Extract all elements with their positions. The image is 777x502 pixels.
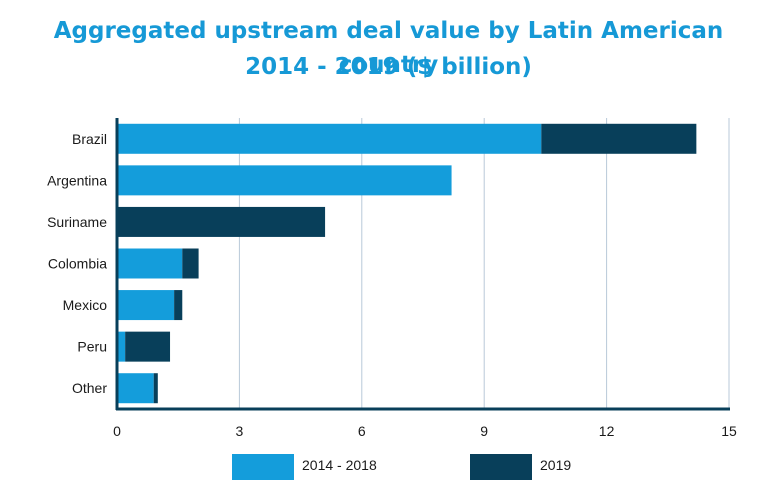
x-tick-label-0: 0	[113, 423, 121, 439]
category-label-mexico: Mexico	[63, 297, 108, 313]
category-label-peru: Peru	[77, 339, 107, 355]
chart-title: Aggregated upstream deal value by Latin …	[53, 18, 724, 78]
category-label-suriname: Suriname	[47, 214, 107, 230]
bar-colombia-2019	[182, 248, 199, 279]
category-label-colombia: Colombia	[48, 256, 107, 272]
category-label-other: Other	[72, 380, 107, 396]
x-tick-label-12: 12	[599, 423, 615, 439]
bar-mexico-2014-2018	[117, 290, 175, 321]
legend-swatch-2014-2018	[232, 454, 294, 480]
bar-argentina-2014-2018	[117, 165, 452, 196]
bar-suriname-2019	[117, 206, 326, 237]
chart-subtitle: 2014 - 2019 ($ billion)	[245, 54, 532, 80]
x-tick-label-6: 6	[358, 423, 366, 439]
x-tick-label-3: 3	[236, 423, 244, 439]
legend-label-2014-2018: 2014 - 2018	[302, 457, 377, 473]
bar-other-2019	[153, 373, 158, 404]
bar-peru-2014-2018	[117, 331, 126, 362]
legend-label-2019: 2019	[540, 457, 572, 473]
category-label-brazil: Brazil	[72, 131, 107, 147]
bar-brazil-2014-2018	[117, 123, 542, 154]
category-label-argentina: Argentina	[47, 172, 107, 188]
bar-other-2014-2018	[117, 373, 154, 404]
bar-peru-2019	[125, 331, 171, 362]
x-tick-label-15: 15	[721, 423, 737, 439]
bar-mexico-2019	[174, 290, 183, 321]
legend-swatch-2019	[470, 454, 532, 480]
x-tick-label-9: 9	[480, 423, 488, 439]
bar-colombia-2014-2018	[117, 248, 183, 279]
bar-brazil-2019	[541, 123, 697, 154]
